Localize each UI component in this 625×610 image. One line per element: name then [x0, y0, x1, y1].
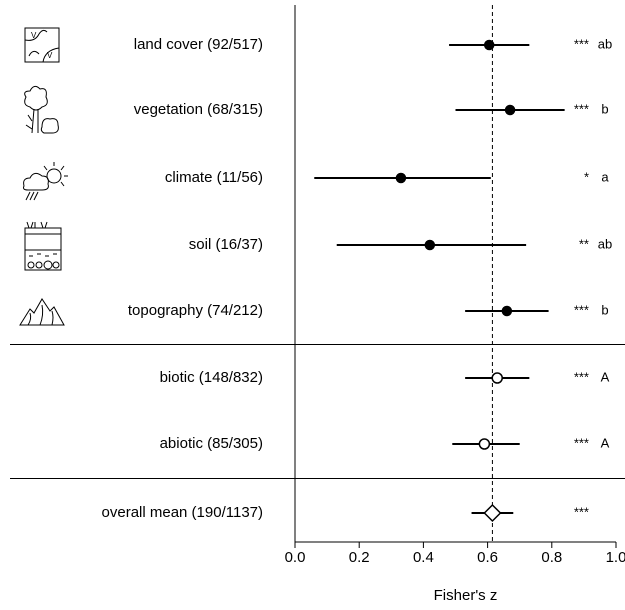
- group-letter: b: [601, 302, 608, 317]
- point: [478, 438, 491, 450]
- row-label: topography (74/212): [128, 302, 263, 319]
- row-label: overall mean (190/1137): [102, 504, 263, 521]
- icon-topography: [19, 298, 65, 326]
- point: [483, 39, 495, 51]
- row-label: biotic (148/832): [160, 369, 263, 386]
- group-letter: A: [601, 435, 610, 450]
- point: [424, 239, 436, 251]
- icons: V V: [19, 27, 68, 326]
- x-tick-label: 0.0: [285, 549, 306, 566]
- group-letter: a: [601, 169, 609, 184]
- significance: ***: [574, 101, 589, 116]
- icon-vegetation: [24, 85, 59, 134]
- x-tick-label: 1.0: [606, 549, 625, 566]
- point: [491, 372, 503, 384]
- row-label: land cover (92/517): [134, 36, 263, 53]
- x-tick-label: 0.4: [413, 549, 434, 566]
- x-axis-label: Fisher's z: [434, 587, 498, 604]
- x-tick-label: 0.8: [541, 549, 562, 566]
- group-letter: A: [601, 369, 610, 384]
- point: [501, 305, 513, 317]
- x-tick-label: 0.2: [349, 549, 370, 566]
- significance: ***: [574, 504, 589, 519]
- row-label: vegetation (68/315): [134, 101, 263, 118]
- row-label: soil (16/37): [189, 236, 263, 253]
- icon-climate: [23, 162, 68, 201]
- row-label: climate (11/56): [165, 169, 263, 186]
- svg-text:V: V: [31, 31, 37, 40]
- point: [395, 172, 407, 184]
- group-letter: ab: [598, 36, 612, 51]
- point-diamond: [483, 503, 502, 523]
- icon-land-cover: V V: [24, 27, 60, 63]
- significance: ***: [574, 435, 589, 450]
- significance: ***: [574, 302, 589, 317]
- point: [504, 104, 516, 116]
- x-tick-label: 0.6: [477, 549, 498, 566]
- group-letter: b: [601, 101, 608, 116]
- group-letter: ab: [598, 236, 612, 251]
- significance: ***: [574, 369, 589, 384]
- significance: ***: [574, 36, 589, 51]
- row-label: abiotic (85/305): [160, 435, 263, 452]
- icon-soil: [24, 221, 62, 271]
- significance: **: [579, 236, 589, 251]
- svg-text:V: V: [47, 51, 53, 60]
- significance: *: [584, 169, 589, 184]
